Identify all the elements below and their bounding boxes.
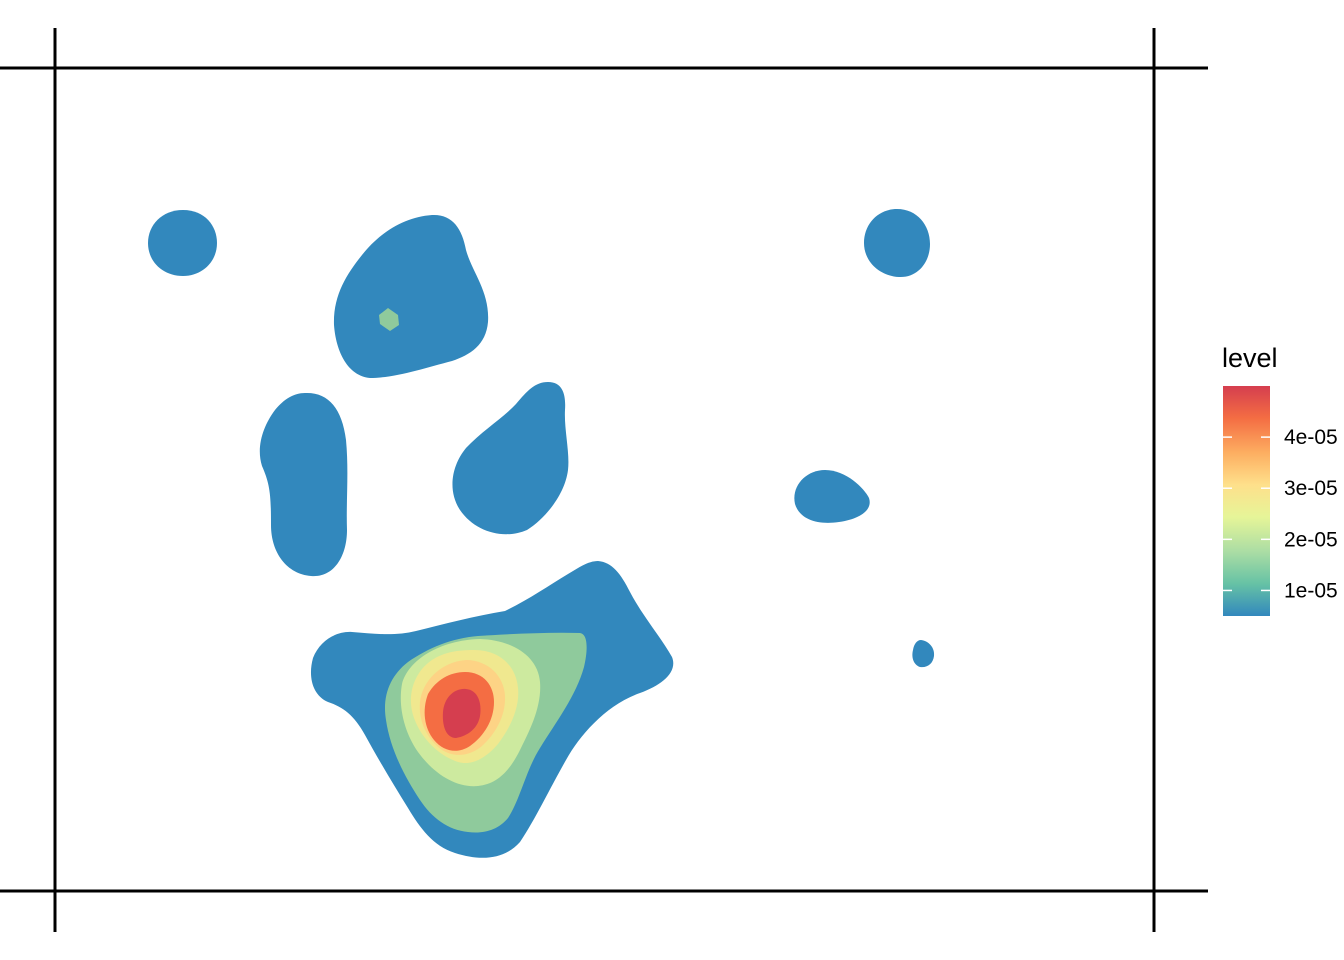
contour-blob-6 [794, 470, 870, 523]
contour-blob-5 [452, 382, 569, 535]
contour-blob-2-inner [379, 308, 399, 331]
contour-blob-1 [148, 210, 217, 276]
legend-ticks: 1e-05 2e-05 3e-05 4e-05 [1223, 426, 1338, 602]
contour-regions [148, 209, 935, 858]
contour-blob-4 [259, 392, 348, 577]
legend-label-3: 3e-05 [1284, 477, 1338, 500]
contour-blob-3 [864, 209, 930, 278]
contour-blob-7 [912, 640, 935, 668]
legend: level 1e-05 2e-05 3e-05 4e-05 [1222, 343, 1338, 616]
legend-label-2: 2e-05 [1284, 528, 1338, 551]
legend-colorbar [1223, 386, 1270, 616]
contour-main-peak [442, 688, 481, 738]
legend-title: level [1222, 343, 1278, 373]
legend-label-4: 4e-05 [1284, 426, 1338, 449]
contour-blob-2 [333, 214, 489, 378]
legend-label-1: 1e-05 [1284, 579, 1338, 602]
plot-frame [0, 28, 1208, 932]
